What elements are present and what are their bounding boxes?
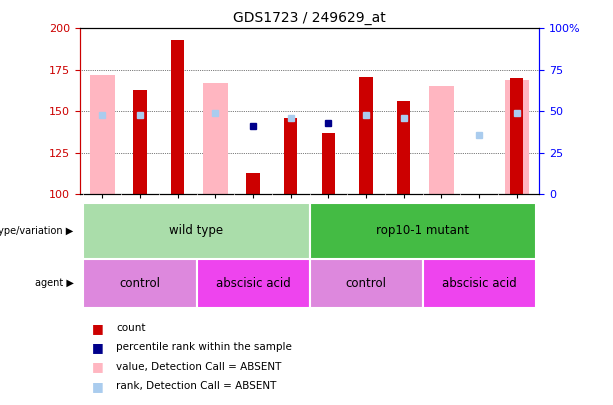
Text: ■: ■	[92, 341, 104, 354]
Bar	[397, 101, 410, 194]
Bar	[90, 75, 115, 194]
Bar	[422, 259, 536, 308]
Text: abscisic acid: abscisic acid	[442, 277, 517, 290]
Text: ■: ■	[92, 360, 104, 373]
Text: control: control	[120, 277, 161, 290]
Text: rop10-1 mutant: rop10-1 mutant	[376, 224, 469, 237]
Bar	[310, 259, 422, 308]
Bar	[83, 202, 310, 259]
Text: rank, Detection Call = ABSENT: rank, Detection Call = ABSENT	[116, 382, 277, 391]
Text: control: control	[346, 277, 387, 290]
Text: abscisic acid: abscisic acid	[216, 277, 291, 290]
Bar	[322, 133, 335, 194]
Bar	[246, 173, 260, 194]
Bar	[134, 90, 147, 194]
Bar	[203, 83, 227, 194]
Bar	[284, 118, 297, 194]
Bar	[504, 80, 529, 194]
Bar	[510, 78, 524, 194]
Text: ■: ■	[92, 322, 104, 335]
Bar	[359, 77, 373, 194]
Text: ■: ■	[92, 380, 104, 393]
Title: GDS1723 / 249629_at: GDS1723 / 249629_at	[233, 11, 386, 25]
Text: value, Detection Call = ABSENT: value, Detection Call = ABSENT	[116, 362, 282, 372]
Bar	[171, 40, 185, 194]
Bar	[429, 86, 454, 194]
Text: agent ▶: agent ▶	[35, 279, 74, 288]
Text: count: count	[116, 323, 146, 333]
Bar	[310, 202, 536, 259]
Text: percentile rank within the sample: percentile rank within the sample	[116, 343, 292, 352]
Bar	[197, 259, 310, 308]
Bar	[83, 259, 197, 308]
Text: genotype/variation ▶: genotype/variation ▶	[0, 226, 74, 236]
Text: wild type: wild type	[169, 224, 224, 237]
